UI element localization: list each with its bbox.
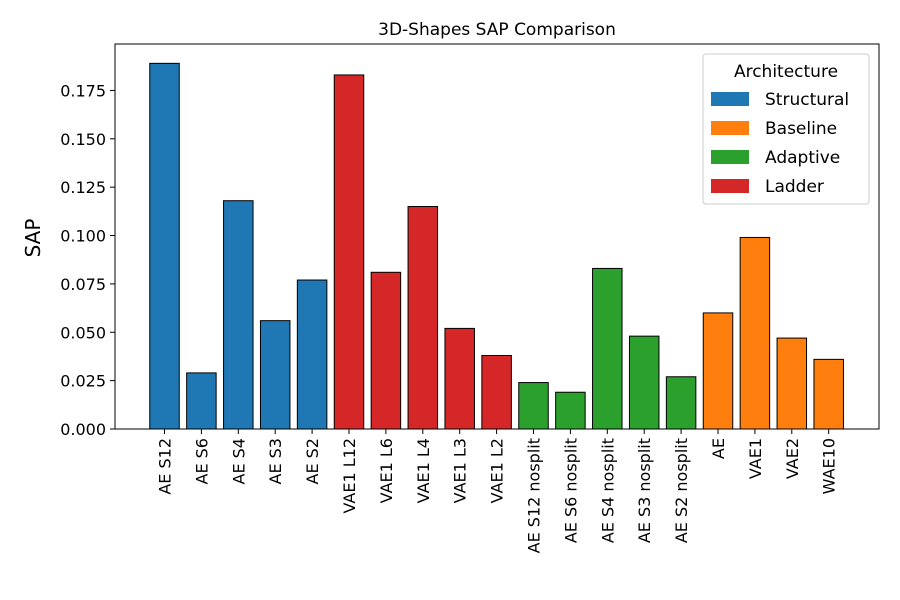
x-tick-label: AE xyxy=(709,438,728,459)
bar xyxy=(776,337,808,430)
bar xyxy=(481,354,512,430)
x-tick-label: WAE10 xyxy=(820,438,839,494)
plot-frame xyxy=(114,43,880,430)
legend-label: Baseline xyxy=(765,119,837,139)
y-tick-label: 0.175 xyxy=(60,81,106,100)
x-tick-label: AE S2 nosplit xyxy=(672,438,691,543)
y-axis: 0.000 0.025 0.050 0.075 0.100 0.125 0.150 0.175 xyxy=(60,81,115,439)
bar xyxy=(628,335,660,430)
x-tick-label: AE S12 nosplit xyxy=(525,438,544,553)
x-tick-label: VAE1 L2 xyxy=(488,438,507,503)
legend-title: Architecture xyxy=(734,62,838,82)
legend-box xyxy=(702,53,870,205)
bar xyxy=(739,236,771,430)
x-tick-label: AE S2 xyxy=(303,438,322,484)
legend-swatch xyxy=(711,121,749,135)
legend-label: Adaptive xyxy=(765,148,840,168)
y-tick-label: 0.025 xyxy=(60,372,106,391)
y-tick-label: 0.075 xyxy=(60,275,106,294)
x-tick-label: AE S3 xyxy=(266,438,285,484)
bar xyxy=(592,267,623,430)
x-tick-label: AE S12 xyxy=(156,438,175,495)
x-tick-label: AE S4 nosplit xyxy=(598,438,617,543)
chart-title: 3D-Shapes SAP Comparison xyxy=(378,20,616,40)
bar xyxy=(259,320,291,430)
x-tick-label: AE S4 xyxy=(229,438,248,484)
x-tick-label: VAE2 xyxy=(783,438,802,479)
x-tick-label: AE S6 nosplit xyxy=(561,438,580,543)
bar xyxy=(296,279,328,430)
bar xyxy=(555,391,586,430)
y-tick-label: 0.000 xyxy=(60,420,106,439)
bar xyxy=(333,74,365,430)
x-tick-label: VAE1 L12 xyxy=(340,438,359,514)
legend-swatch xyxy=(711,92,749,106)
bar xyxy=(813,358,844,430)
x-tick-label: VAE1 L3 xyxy=(451,438,470,503)
y-tick-label: 0.150 xyxy=(60,130,106,149)
y-tick-label: 0.100 xyxy=(60,227,106,246)
bar xyxy=(444,327,475,430)
bar xyxy=(407,206,439,430)
bar xyxy=(702,312,734,430)
legend: Architecture Structural Baseline Adaptive L… xyxy=(702,53,870,205)
y-tick-label: 0.050 xyxy=(60,323,106,342)
x-tick-label: VAE1 xyxy=(746,438,765,479)
legend-swatch xyxy=(711,179,749,193)
bar xyxy=(223,200,254,430)
bar xyxy=(370,271,402,430)
x-tick-label: VAE1 L4 xyxy=(414,438,433,503)
x-axis: AE S12 AE S6 AE S4 AE S3 AE S2 VAE1 L12 VAE1 L… xyxy=(156,429,839,553)
legend-swatch xyxy=(711,150,749,164)
y-axis-label: SAP xyxy=(21,219,45,258)
bar xyxy=(518,382,549,430)
x-tick-label: AE S6 xyxy=(192,438,211,484)
bar xyxy=(665,376,697,430)
bars-group xyxy=(149,62,844,430)
x-tick-label: VAE1 L6 xyxy=(377,438,396,503)
legend-label: Structural xyxy=(765,90,849,110)
y-tick-label: 0.125 xyxy=(60,178,106,197)
legend-label: Ladder xyxy=(765,177,824,197)
bar xyxy=(186,372,217,430)
x-tick-label: AE S3 nosplit xyxy=(635,438,654,543)
bar xyxy=(149,62,180,430)
